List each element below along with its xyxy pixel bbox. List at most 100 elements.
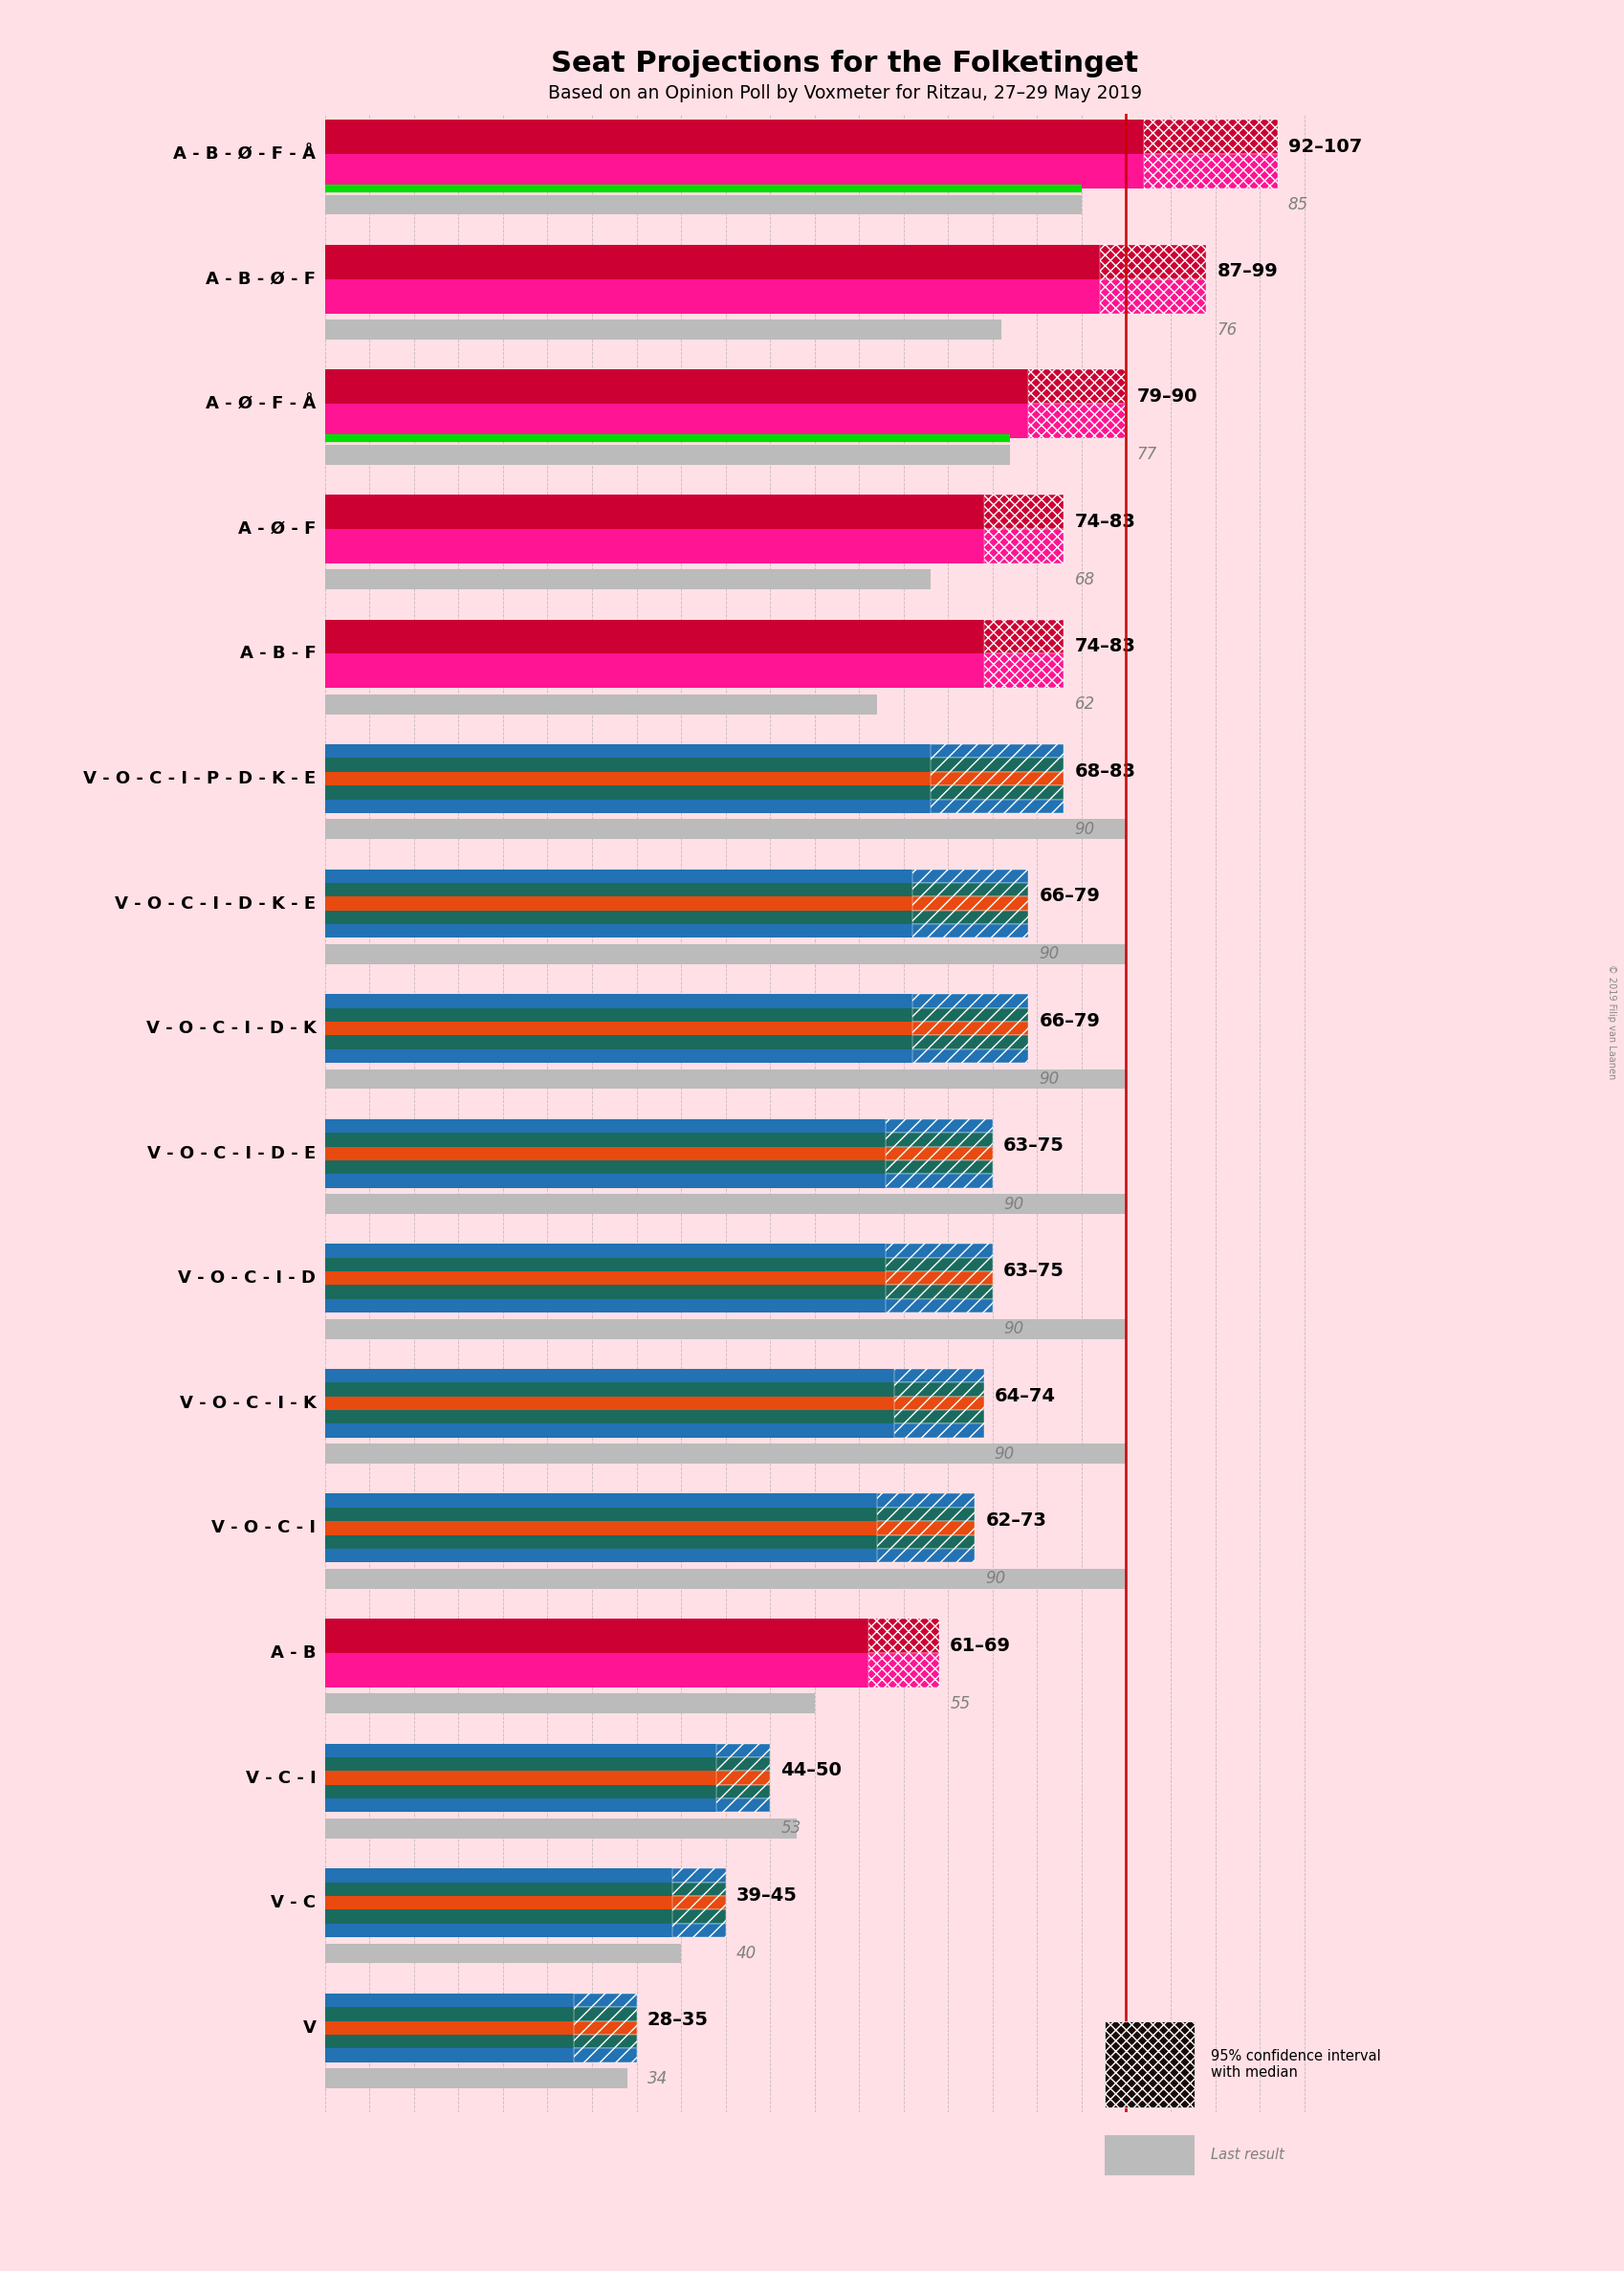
Bar [573,2021,637,2035]
Bar [325,1944,680,1964]
Bar [877,1549,974,1562]
Text: V - C - I: V - C - I [245,1769,317,1787]
Bar [325,799,931,813]
Bar [913,883,1028,897]
Bar [325,1008,913,1022]
Bar [983,495,1064,529]
Text: 62–73: 62–73 [984,1512,1046,1531]
Bar [325,404,1028,438]
Text: A - B: A - B [271,1644,317,1662]
Bar [716,1799,770,1812]
Text: 63–75: 63–75 [1002,1263,1064,1281]
Bar [931,759,1064,772]
Bar [325,1799,716,1812]
Bar [325,320,1000,341]
Text: 87–99: 87–99 [1216,263,1276,282]
Bar [877,1522,974,1535]
Bar [325,1245,885,1258]
Bar [716,1785,770,1799]
Text: 90: 90 [1038,1070,1059,1088]
Bar [1028,370,1125,404]
Text: Last result: Last result [1210,2148,1283,2162]
Bar [573,2008,637,2021]
Bar [325,245,1099,279]
Text: 90: 90 [984,1569,1005,1587]
Text: V - O - C - I - D - K: V - O - C - I - D - K [146,1020,317,1038]
Text: A - B - F: A - B - F [240,645,317,663]
Bar [325,945,1125,965]
Text: 85: 85 [1288,195,1307,213]
Bar [325,1120,885,1133]
Bar [325,1694,814,1715]
Bar [325,1653,867,1687]
Bar [867,1653,939,1687]
Text: 90: 90 [994,1444,1013,1463]
Bar [325,2035,573,2048]
Bar [325,1508,877,1522]
Text: 68: 68 [1073,570,1095,588]
Bar [325,1383,895,1397]
Bar [325,195,1082,216]
Text: 90: 90 [1002,1195,1023,1213]
Text: 77: 77 [1137,445,1156,463]
Bar [885,1120,992,1133]
Bar [983,529,1064,563]
Bar [325,1785,716,1799]
Text: A - B - Ø - F - Å: A - B - Ø - F - Å [174,145,317,164]
Bar [325,820,1125,840]
Bar [325,1049,913,1063]
Bar [895,1369,983,1383]
Bar [325,2021,573,2035]
Bar [931,772,1064,786]
Bar [325,2069,627,2089]
Text: 79–90: 79–90 [1137,388,1197,407]
Bar [1143,120,1276,154]
Bar [885,1160,992,1174]
Bar [885,1285,992,1299]
Bar [913,897,1028,911]
Bar [573,2048,637,2062]
Bar [885,1272,992,1285]
Bar [325,883,913,897]
Bar [895,1424,983,1438]
Bar [877,1494,974,1508]
Bar [895,1410,983,1424]
Text: 95% confidence interval
with median: 95% confidence interval with median [1210,2048,1380,2080]
Bar [325,1258,885,1272]
Bar [325,1883,672,1896]
Bar [913,1049,1028,1063]
Bar [325,1195,1125,1215]
Text: 64–74: 64–74 [994,1388,1056,1406]
Bar [931,799,1064,813]
Bar [325,370,1028,404]
Text: V - O - C - I - D - E: V - O - C - I - D - E [148,1145,317,1163]
Bar [325,924,913,938]
Text: Seat Projections for the Folketinget: Seat Projections for the Folketinget [551,50,1138,77]
Bar [1099,279,1205,313]
Text: A - Ø - F: A - Ø - F [239,520,317,538]
Bar [716,1771,770,1785]
Bar [885,1299,992,1313]
Text: V - O - C - I - K: V - O - C - I - K [179,1394,317,1413]
Text: V - O - C - I: V - O - C - I [211,1519,317,1537]
Bar [325,654,983,688]
Bar [325,911,913,924]
Bar [325,120,1143,154]
Bar [325,495,983,529]
Bar [895,1383,983,1397]
Text: 66–79: 66–79 [1038,1013,1099,1031]
Bar [885,1174,992,1188]
Bar [672,1924,726,1937]
Bar [325,1424,895,1438]
Text: 90: 90 [1073,820,1095,838]
Bar [325,445,1010,466]
Text: 92–107: 92–107 [1288,139,1361,157]
Bar [1028,404,1125,438]
Text: 34: 34 [646,2069,667,2087]
Bar [325,1896,672,1910]
Bar [325,2048,573,2062]
Bar [325,1771,716,1785]
Bar [672,1869,726,1883]
Bar [1099,245,1205,279]
Bar [885,1147,992,1160]
